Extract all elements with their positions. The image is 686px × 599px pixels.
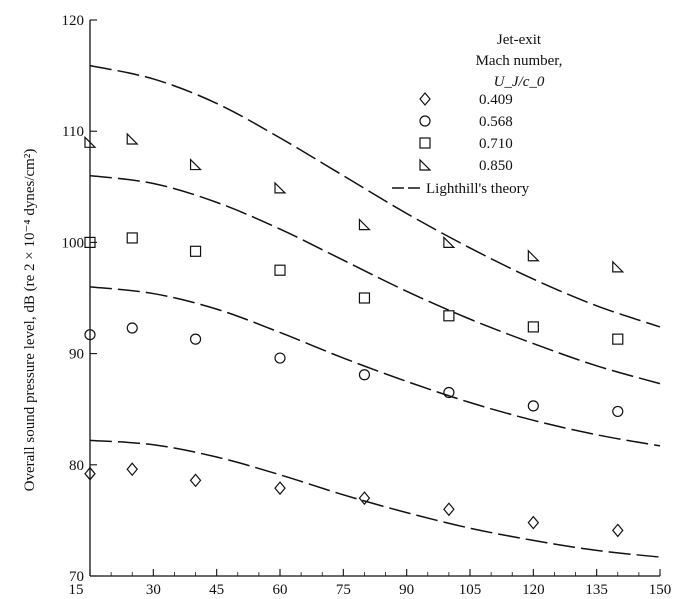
theory-curves	[89, 64, 661, 558]
data-point-circle	[189, 333, 202, 345]
data-point-circle	[274, 352, 286, 364]
data-point-triangle	[84, 135, 97, 148]
x-tick-label: 120	[522, 582, 545, 598]
data-point-triangle	[189, 158, 203, 171]
theory-curve	[89, 286, 661, 447]
data-point-diamond	[527, 515, 540, 530]
x-tick-label: 45	[209, 582, 224, 598]
data-point-square	[84, 236, 96, 248]
data-point-circle	[612, 405, 624, 418]
y-tick-label: 120	[62, 13, 85, 29]
data-point-circle	[527, 400, 539, 412]
y-tick-label: 110	[62, 124, 84, 140]
data-point-triangle	[358, 218, 371, 231]
y-tick-label: 90	[69, 347, 84, 363]
data-point-diamond	[126, 462, 139, 477]
legend-heading-line: Jet-exit	[497, 32, 542, 48]
data-point-circle	[126, 322, 138, 334]
legend-marker-circle	[419, 115, 431, 127]
y-tick-label: 100	[62, 235, 85, 251]
x-tick-label: 30	[146, 582, 161, 598]
x-tick-label: 60	[273, 582, 288, 598]
legend: Jet-exit Mach number, U_J/c_0 0.409 0.568 0.7…	[392, 32, 562, 197]
y-axis-label: Overall sound pressure level, dB (re 2 ×…	[22, 149, 38, 492]
data-point-triangle	[274, 181, 287, 194]
data-point-square	[443, 310, 455, 322]
data-point-square	[358, 292, 371, 304]
x-tick-label: 15	[69, 582, 84, 598]
theory-curve	[89, 174, 661, 385]
data-point-square	[189, 245, 202, 257]
data-point-square	[527, 321, 539, 333]
data-point-diamond	[84, 466, 96, 481]
y-tick-label: 80	[69, 458, 84, 474]
data-point-square	[126, 232, 138, 244]
data-point-circle	[84, 329, 96, 341]
y-tick-label: 70	[69, 569, 84, 585]
data-point-triangle	[126, 132, 139, 145]
data-point-diamond	[611, 523, 624, 538]
data-point-triangle	[612, 260, 625, 273]
x-tick-label: 105	[459, 582, 482, 598]
data-point-square	[274, 264, 286, 276]
legend-entry-label: 0.710	[479, 136, 513, 152]
theory-curve	[89, 439, 661, 558]
legend-marker-triangle	[419, 158, 432, 171]
data-point-circle	[358, 369, 371, 381]
x-tick-label: 150	[649, 582, 672, 598]
legend-marker-diamond	[419, 92, 431, 106]
data-point-circle	[443, 386, 455, 399]
legend-marker-square	[419, 137, 431, 149]
legend-entry-label: 0.409	[479, 92, 513, 108]
legend-entry-label: 0.568	[479, 114, 513, 130]
data-point-diamond	[274, 481, 286, 496]
data-point-triangle	[527, 249, 540, 262]
x-tick-label: 135	[585, 582, 608, 598]
data-point-diamond	[189, 473, 202, 488]
data-point-diamond	[358, 491, 371, 506]
x-tick-label: 90	[399, 582, 414, 598]
data-point-triangle	[443, 235, 456, 248]
axes: 15 30 45 60 75 90 105 120 135 150 70 80 90 100 110 120	[62, 13, 672, 598]
data-point-square	[612, 333, 624, 345]
legend-heading-line: U_J/c_0	[494, 74, 545, 90]
theory-curve	[89, 64, 661, 328]
legend-heading-line: Mach number,	[476, 53, 563, 69]
data-markers	[84, 132, 625, 538]
data-point-diamond	[443, 502, 455, 517]
legend-entry-label: 0.850	[479, 158, 513, 174]
x-tick-label: 75	[336, 582, 351, 598]
legend-entry-label: Lighthill's theory	[426, 181, 530, 197]
